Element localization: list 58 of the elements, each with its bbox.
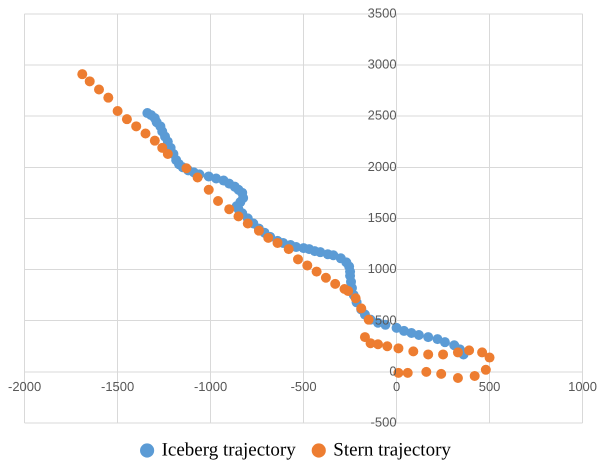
point — [438, 349, 448, 360]
point — [320, 272, 331, 283]
point — [213, 196, 224, 206]
point — [312, 266, 322, 277]
legend-label: Iceberg trajectory — [162, 439, 296, 460]
point — [242, 218, 253, 229]
x-tick-label: 500 — [478, 379, 500, 394]
x-tick-label: 1000 — [568, 379, 597, 394]
point — [480, 364, 491, 375]
x-tick-label: -500 — [290, 379, 317, 394]
point — [284, 244, 294, 254]
point — [452, 372, 463, 383]
point — [408, 346, 418, 356]
point — [157, 142, 168, 153]
point — [103, 92, 114, 103]
point — [470, 370, 480, 381]
point — [421, 366, 432, 377]
point — [402, 368, 413, 378]
y-tick-label: 2000 — [368, 158, 397, 174]
point — [192, 172, 203, 182]
x-tick-label: -1000 — [194, 379, 228, 394]
y-tick-label: 0 — [389, 363, 397, 378]
y-tick-label: 3000 — [368, 56, 397, 72]
point — [302, 260, 312, 270]
point — [293, 254, 304, 264]
point — [360, 332, 370, 342]
point — [382, 341, 392, 352]
point — [477, 347, 488, 358]
point — [350, 293, 361, 304]
point — [140, 128, 151, 138]
point — [84, 76, 95, 86]
y-tick-label: 3500 — [368, 5, 397, 20]
point — [94, 84, 104, 94]
point — [224, 204, 234, 214]
point — [204, 184, 214, 195]
x-tick-label: -2000 — [8, 379, 42, 394]
point — [484, 352, 495, 363]
point — [372, 339, 383, 350]
point — [122, 114, 132, 124]
point — [162, 148, 173, 159]
x-tick-label: -1500 — [100, 379, 134, 394]
point — [393, 343, 404, 354]
legend-label: Stern trajectory — [333, 439, 452, 460]
point — [131, 121, 142, 132]
point — [330, 278, 340, 289]
y-tick-label: 2500 — [368, 108, 397, 123]
point — [150, 136, 160, 146]
point — [343, 286, 354, 296]
point — [233, 211, 244, 222]
point — [77, 69, 88, 80]
y-tick-label: 1000 — [368, 261, 397, 276]
point — [452, 347, 463, 358]
point — [423, 349, 434, 360]
point — [436, 368, 446, 379]
point — [112, 106, 123, 116]
point — [464, 345, 474, 356]
y-tick-label: -500 — [370, 414, 397, 430]
y-tick-label: 1500 — [368, 210, 397, 225]
